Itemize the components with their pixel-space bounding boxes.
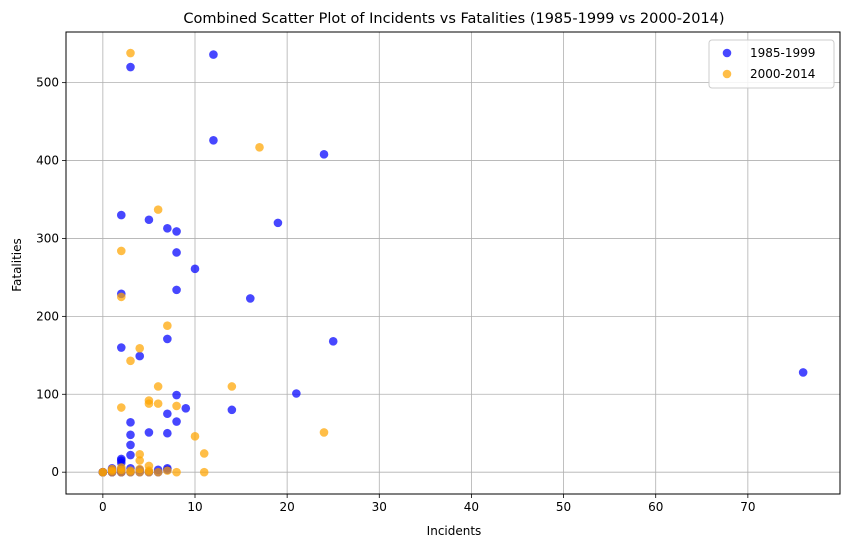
scatter-point <box>144 428 154 437</box>
legend-label: 1985-1999 <box>750 46 815 60</box>
y-axis-label: Fatalities <box>10 238 24 292</box>
scatter-point <box>107 464 117 474</box>
y-tick-label: 100 <box>36 387 59 401</box>
x-tick-label: 0 <box>99 500 107 514</box>
scatter-point <box>153 205 163 214</box>
scatter-point <box>126 418 135 427</box>
scatter-point <box>292 389 301 398</box>
scatter-point <box>126 356 135 366</box>
scatter-point <box>116 454 126 464</box>
scatter-point <box>163 321 172 331</box>
scatter-point <box>172 285 181 295</box>
scatter-point <box>126 430 135 440</box>
y-tick-label: 0 <box>51 465 59 479</box>
scatter-point <box>135 464 145 474</box>
y-tick-label: 200 <box>36 309 59 323</box>
legend-marker <box>722 69 732 79</box>
scatter-point <box>209 50 218 59</box>
scatter-point <box>126 48 135 58</box>
x-tick-label: 50 <box>556 500 571 514</box>
scatter-point <box>181 404 191 413</box>
scatter-point <box>126 450 135 460</box>
scatter-point <box>319 150 329 159</box>
grid-lines <box>66 32 840 494</box>
x-tick-label: 70 <box>740 500 755 514</box>
y-tick-label: 500 <box>36 76 59 90</box>
scatter-point <box>144 215 154 225</box>
x-tick-label: 60 <box>648 500 663 514</box>
scatter-point <box>98 467 108 477</box>
x-tick-label: 30 <box>372 500 387 514</box>
scatter-point <box>328 336 338 346</box>
scatter-point <box>273 218 283 228</box>
scatter-point <box>319 428 329 437</box>
scatter-point <box>227 382 237 391</box>
scatter-point <box>245 294 255 303</box>
scatter-point <box>798 368 808 377</box>
legend-marker <box>722 48 732 58</box>
legend-box <box>708 39 835 89</box>
scatter-point <box>126 440 135 450</box>
scatter-point <box>135 351 145 361</box>
scatter-point <box>199 449 209 458</box>
scatter-point <box>172 227 181 236</box>
series-2000-2014 <box>98 48 329 477</box>
scatter-point <box>116 292 126 302</box>
scatter-point <box>209 135 218 145</box>
scatter-point <box>163 466 172 475</box>
scatter-point <box>116 210 126 220</box>
scatter-point <box>144 467 154 477</box>
chart-title: Combined Scatter Plot of Incidents vs Fa… <box>183 11 724 27</box>
series-1985-1999 <box>98 50 808 477</box>
scatter-point <box>116 463 126 472</box>
scatter-point <box>135 449 145 459</box>
scatter-point <box>172 417 181 426</box>
axis-ticks: 0 10 20 30 40 50 60 70 0 100 200 300 400 500 <box>36 76 755 514</box>
scatter-point <box>163 428 172 438</box>
scatter-point <box>135 344 145 353</box>
scatter-point <box>144 399 154 408</box>
x-axis-label: Incidents <box>427 524 482 538</box>
scatter-point <box>135 456 145 465</box>
legend-label: 2000-2014 <box>750 67 815 81</box>
scatter-point <box>153 467 163 477</box>
scatter-point <box>163 224 172 233</box>
legend: 1985-1999 2000-2014 <box>708 39 835 89</box>
scatter-point <box>172 390 181 400</box>
x-tick-label: 10 <box>187 500 202 514</box>
scatter-point <box>199 467 209 477</box>
scatter-point <box>163 409 172 419</box>
scatter-point <box>116 343 126 352</box>
y-tick-label: 300 <box>36 231 59 245</box>
x-tick-label: 40 <box>464 500 479 514</box>
x-tick-label: 20 <box>280 500 295 514</box>
scatter-point <box>190 264 200 274</box>
scatter-point <box>227 405 237 415</box>
scatter-point <box>116 403 126 412</box>
scatter-point <box>172 401 181 411</box>
scatter-point <box>255 143 264 152</box>
scatter-point <box>172 467 181 477</box>
scatter-point <box>153 399 163 408</box>
scatter-point <box>190 432 200 441</box>
scatter-point <box>163 334 172 344</box>
scatter-point <box>116 246 126 256</box>
scatter-point <box>126 466 135 475</box>
scatter-point <box>153 382 163 391</box>
scatter-point <box>126 62 135 72</box>
y-tick-label: 400 <box>36 154 59 168</box>
scatter-point <box>172 248 181 257</box>
data-points <box>98 48 808 477</box>
plot-frame <box>65 31 841 495</box>
